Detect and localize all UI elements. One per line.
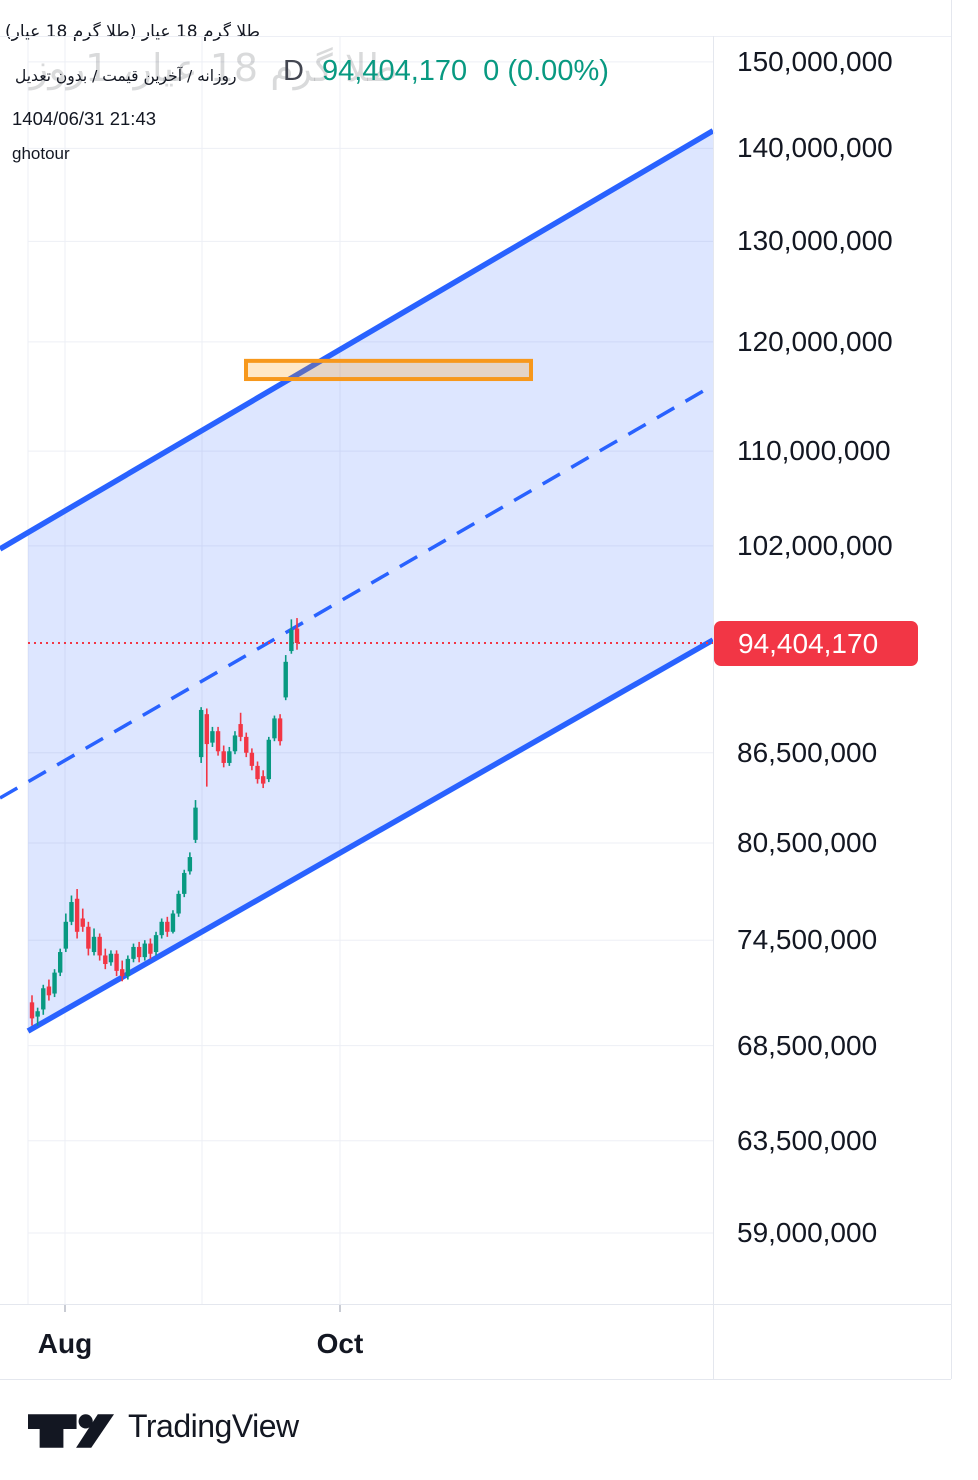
right-border	[951, 0, 952, 1379]
candle[interactable]	[165, 921, 170, 932]
candle[interactable]	[148, 943, 153, 954]
author-label: ghotour	[12, 144, 70, 163]
candle[interactable]	[221, 751, 226, 763]
candle[interactable]	[74, 898, 80, 932]
channel-upper-line[interactable]	[0, 128, 715, 552]
price-axis-label: 140,000,000	[737, 132, 893, 164]
candle[interactable]	[41, 988, 46, 1010]
candle[interactable]	[204, 714, 209, 745]
candle[interactable]	[193, 807, 198, 840]
candle[interactable]	[159, 921, 164, 936]
candle[interactable]	[52, 972, 57, 994]
price-axis-label: 59,000,000	[737, 1216, 878, 1248]
channel-fill	[28, 130, 713, 1032]
candle[interactable]	[170, 913, 176, 932]
candle[interactable]	[232, 735, 238, 752]
rectangle-drawing[interactable]	[244, 358, 533, 382]
candle[interactable]	[187, 857, 193, 872]
candle[interactable]	[120, 969, 125, 977]
price-axis-label: 110,000,000	[737, 435, 891, 467]
pane-top-border	[0, 36, 951, 37]
price-axis-label: 150,000,000	[737, 45, 893, 77]
candle[interactable]	[86, 926, 91, 949]
legend-last-price: 94,404,170	[322, 55, 468, 87]
candle[interactable]	[294, 628, 300, 643]
candle[interactable]	[80, 918, 85, 927]
candle[interactable]	[244, 736, 249, 753]
candle[interactable]	[227, 751, 232, 763]
candle[interactable]	[249, 752, 255, 766]
symbol-watermark: طلا گرم 18 عیار، 1روز	[30, 46, 398, 90]
price-axis-label: 68,500,000	[737, 1029, 878, 1061]
interval-label[interactable]: D	[283, 55, 304, 87]
price-axis-label: 63,500,000	[737, 1124, 878, 1156]
candle[interactable]	[260, 776, 266, 784]
candle[interactable]	[114, 953, 119, 971]
symbol-title[interactable]: طلا گرم 18 عیار (طلا گرم 18 عیار)	[5, 22, 261, 42]
candle[interactable]	[103, 955, 108, 965]
candle[interactable]	[97, 936, 102, 956]
price-axis-border	[713, 36, 714, 1379]
price-axis-label: 80,500,000	[737, 826, 878, 858]
candle[interactable]	[63, 921, 69, 949]
candle[interactable]	[210, 731, 215, 743]
price-axis-label: 74,500,000	[737, 924, 878, 956]
legend-price-row: 94,404,170 0 (0.00%)	[322, 55, 609, 88]
candle[interactable]	[198, 709, 204, 758]
bottom-border	[0, 1379, 951, 1380]
channel-mid-dashed-line[interactable]	[0, 383, 714, 800]
candle[interactable]	[57, 952, 63, 973]
price-axis-label: 86,500,000	[737, 736, 878, 768]
datetime-label: 1404/06/31 21:43	[12, 108, 157, 129]
candle[interactable]	[182, 872, 187, 894]
price-axis-label: 120,000,000	[737, 325, 893, 357]
candle[interactable]	[272, 718, 277, 739]
candle[interactable]	[266, 739, 272, 780]
channel-lower-line[interactable]	[26, 637, 715, 1034]
candle[interactable]	[136, 946, 142, 958]
candle[interactable]	[69, 902, 74, 922]
candle[interactable]	[255, 765, 260, 780]
candle[interactable]	[108, 953, 114, 963]
candle[interactable]	[29, 1002, 35, 1019]
candle[interactable]	[283, 661, 288, 698]
legend-subtitle: روزانه / آخرین قیمت / بدون تعدیل	[15, 67, 237, 85]
price-axis-label: 102,000,000	[737, 529, 893, 561]
tradingview-logo-icon[interactable]	[28, 1414, 114, 1453]
candle[interactable]	[91, 936, 97, 953]
candle[interactable]	[142, 943, 147, 958]
candle[interactable]	[46, 986, 52, 996]
time-axis-border	[0, 1304, 951, 1305]
tradingview-brand-text[interactable]: TradingView	[128, 1408, 299, 1444]
candle[interactable]	[176, 893, 181, 914]
candle[interactable]	[277, 718, 283, 742]
price-axis-label: 130,000,000	[737, 225, 893, 257]
candle[interactable]	[215, 731, 221, 752]
time-axis-label-oct: Oct	[316, 1328, 364, 1359]
candle[interactable]	[131, 946, 136, 959]
candle[interactable]	[289, 629, 294, 652]
candle[interactable]	[35, 1011, 40, 1017]
candle[interactable]	[238, 724, 243, 737]
candle[interactable]	[125, 958, 131, 977]
last-price-badge: 94,404,170	[714, 620, 918, 666]
legend-change: 0 (0.00%)	[483, 55, 609, 87]
candle[interactable]	[153, 935, 159, 953]
time-axis-label-aug: Aug	[37, 1328, 93, 1359]
